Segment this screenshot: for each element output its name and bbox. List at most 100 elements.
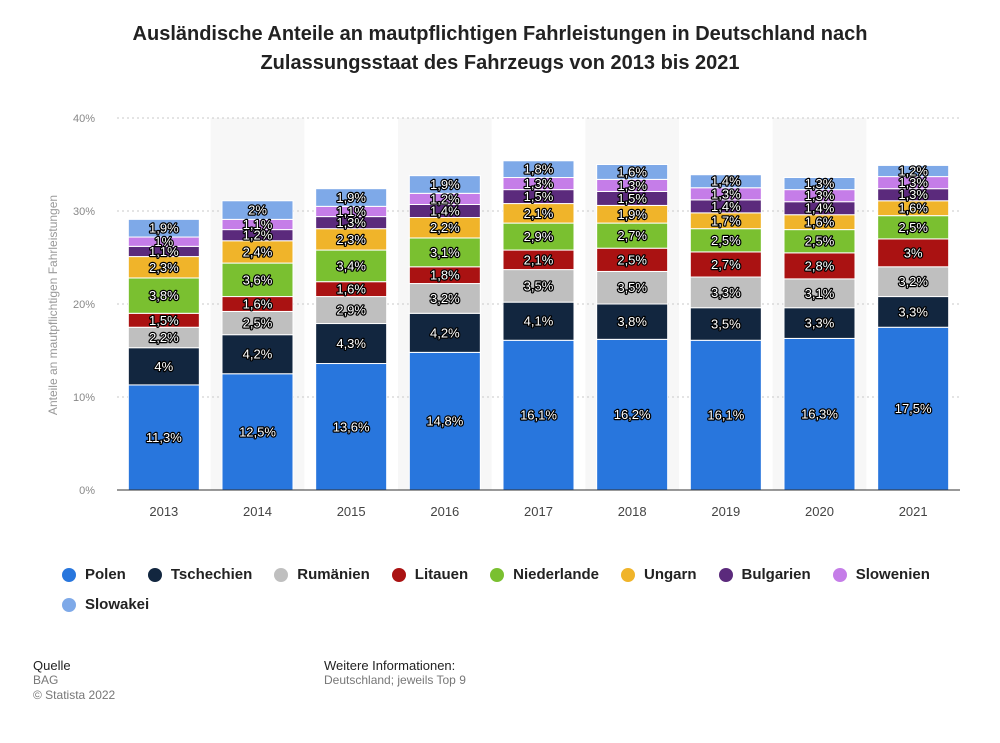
data-label: 2,2%	[149, 330, 179, 345]
legend-label: Slowakei	[85, 596, 150, 613]
legend-item[interactable]: Polen	[62, 566, 126, 583]
legend-item[interactable]: Niederlande	[490, 566, 599, 583]
data-label: 3,3%	[898, 304, 928, 319]
y-tick-label: 40%	[73, 113, 95, 125]
legend-item[interactable]: Rumänien	[274, 566, 370, 583]
bar-segment-polen	[783, 337, 856, 491]
data-label: 4,2%	[430, 325, 460, 340]
data-label: 1,4%	[430, 204, 460, 219]
data-label: 1,1%	[336, 204, 366, 219]
data-label: 1,8%	[430, 268, 460, 283]
bar-segments	[127, 160, 950, 491]
data-label: 2,3%	[149, 260, 179, 275]
legend-item[interactable]: Tschechien	[147, 566, 252, 583]
source-block: Quelle BAG © Statista 2022	[33, 658, 115, 703]
bar-segment-slowakei	[315, 188, 388, 207]
data-label: 4,3%	[336, 336, 366, 351]
data-label: 1,2%	[898, 164, 928, 179]
data-label: 3,6%	[243, 272, 273, 287]
legend-item[interactable]: Bulgarien	[718, 566, 811, 583]
x-tick-label: 2015	[337, 504, 366, 519]
legend-item[interactable]: Slowakei	[62, 596, 149, 613]
data-label: 2,5%	[243, 316, 273, 331]
bar-segment-polen	[596, 338, 669, 491]
data-label: 1,3%	[524, 176, 554, 191]
bar-segment-niederlande	[408, 237, 481, 268]
data-label: 2,3%	[336, 232, 366, 247]
data-label: 2,8%	[805, 258, 835, 273]
x-axis: 2013 2014 2015 2016 2017 2018 2019 2020 2021	[117, 489, 960, 519]
data-label: 3,3%	[805, 316, 835, 331]
data-label: 13,6%	[333, 419, 370, 434]
y-tick-label: 0%	[79, 485, 95, 497]
data-label: 1,1%	[149, 244, 179, 259]
y-tick-label: 30%	[73, 206, 95, 218]
y-axis: 0% 10% 20% 30% 40%	[73, 113, 95, 497]
legend: Polen Tschechien Rumänien Litauen Niederland…	[62, 566, 962, 613]
data-label: 2,4%	[243, 244, 273, 259]
data-label: 3%	[904, 245, 923, 260]
data-label: 3,5%	[617, 280, 647, 295]
bar-segment-slowakei	[877, 164, 950, 178]
data-label: 3,5%	[524, 278, 554, 293]
x-tick-label: 2020	[805, 504, 834, 519]
legend-label: Litauen	[414, 566, 469, 583]
y-tick-label: 10%	[73, 392, 95, 404]
data-label: 1,6%	[336, 282, 366, 297]
data-label: 1,3%	[336, 215, 366, 230]
x-tick-label: 2021	[899, 504, 928, 519]
data-label: 2,5%	[898, 220, 928, 235]
chart-title-line-1: Ausländische Anteile an mautpflichtigen …	[132, 23, 868, 45]
legend-dot-icon	[147, 567, 162, 582]
bar-segment-rumänien	[596, 270, 669, 305]
data-label: 2,5%	[711, 233, 741, 248]
bar-segment-rumänien	[502, 269, 575, 303]
legend-dot-icon	[490, 567, 505, 582]
source-name: BAG	[33, 673, 59, 687]
data-label: 3,1%	[430, 245, 460, 260]
bar-segment-tschechien	[877, 296, 950, 328]
x-tick-label: 2019	[711, 504, 740, 519]
data-label: 1,9%	[336, 190, 366, 205]
data-label: 1,3%	[711, 186, 741, 201]
legend-dot-icon	[62, 597, 76, 612]
data-label: 11,3%	[146, 430, 182, 445]
legend-label: Bulgarien	[741, 566, 811, 583]
legend-dot-icon	[274, 567, 289, 582]
legend-label: Ungarn	[644, 566, 697, 583]
data-label: 1,7%	[711, 213, 741, 228]
source-heading: Quelle	[33, 658, 71, 673]
legend-label: Polen	[85, 566, 126, 583]
bar-segment-niederlande	[596, 222, 669, 249]
legend-item[interactable]: Litauen	[391, 566, 469, 583]
data-label: 2,7%	[617, 228, 647, 243]
data-label: 16,1%	[520, 408, 557, 423]
data-label: 1,8%	[524, 162, 554, 177]
y-tick-label: 20%	[73, 299, 95, 311]
legend-dot-icon	[832, 567, 847, 582]
data-label: 2,5%	[617, 252, 647, 267]
bar-segment-tschechien	[596, 303, 669, 340]
bar-segment-slowakei	[783, 177, 856, 191]
data-label: 1,3%	[898, 175, 928, 190]
data-label: 1,9%	[617, 207, 647, 222]
legend-item[interactable]: Ungarn	[621, 566, 697, 583]
data-label: 3,3%	[711, 285, 741, 300]
data-label: 14,8%	[426, 414, 463, 429]
legend-item[interactable]: Slowenien	[832, 566, 930, 583]
legend-dot-icon	[62, 567, 76, 582]
bar-segment-slowakei	[502, 160, 575, 179]
legend-label: Slowenien	[855, 566, 930, 583]
bar-segment-rumänien	[877, 266, 950, 298]
data-label: 2,5%	[805, 234, 835, 249]
bar-segment-rumänien	[408, 283, 481, 314]
stacked-bar-chart: 11,3%4%2,2%1,5%3,8%2,3%1,1%1%1,9%12,5%4,…	[46, 113, 960, 519]
data-label: 1,5%	[617, 191, 647, 206]
data-label: 16,2%	[614, 407, 651, 422]
data-label: 1,6%	[898, 201, 928, 216]
data-label: 2,1%	[524, 252, 554, 267]
legend-label: Rumänien	[297, 566, 370, 583]
data-label: 16,3%	[801, 407, 838, 422]
bar-segment-rumänien	[689, 276, 762, 309]
data-label: 3,8%	[149, 288, 179, 303]
